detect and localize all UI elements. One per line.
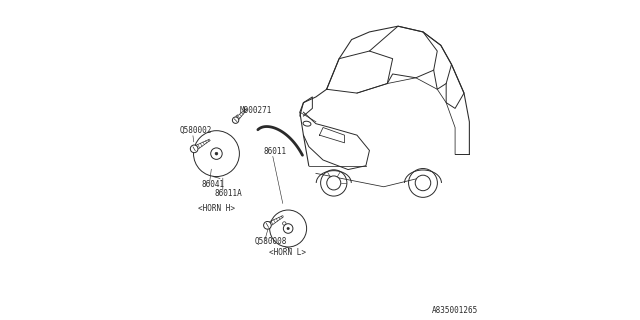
Text: 86041: 86041 bbox=[202, 180, 225, 189]
Circle shape bbox=[408, 169, 437, 197]
Circle shape bbox=[211, 148, 222, 159]
Circle shape bbox=[287, 227, 289, 230]
Circle shape bbox=[327, 176, 340, 190]
Circle shape bbox=[193, 131, 239, 177]
Circle shape bbox=[212, 153, 216, 158]
Text: <HORN H>: <HORN H> bbox=[198, 204, 236, 213]
Text: A835001265: A835001265 bbox=[431, 306, 477, 315]
Text: 86011A: 86011A bbox=[214, 189, 242, 198]
Text: 86011: 86011 bbox=[263, 147, 287, 156]
FancyBboxPatch shape bbox=[280, 217, 289, 235]
Circle shape bbox=[215, 152, 218, 155]
Circle shape bbox=[264, 221, 271, 229]
Ellipse shape bbox=[303, 121, 311, 126]
Text: M000271: M000271 bbox=[240, 106, 272, 115]
Circle shape bbox=[269, 210, 307, 247]
FancyBboxPatch shape bbox=[208, 147, 220, 171]
Circle shape bbox=[283, 222, 286, 225]
Text: <HORN L>: <HORN L> bbox=[269, 248, 306, 257]
Circle shape bbox=[321, 170, 347, 196]
Circle shape bbox=[284, 224, 293, 233]
Circle shape bbox=[190, 145, 198, 153]
Circle shape bbox=[415, 175, 431, 191]
Text: Q580008: Q580008 bbox=[255, 236, 287, 245]
Text: Q580002: Q580002 bbox=[179, 126, 212, 135]
Circle shape bbox=[232, 117, 239, 123]
